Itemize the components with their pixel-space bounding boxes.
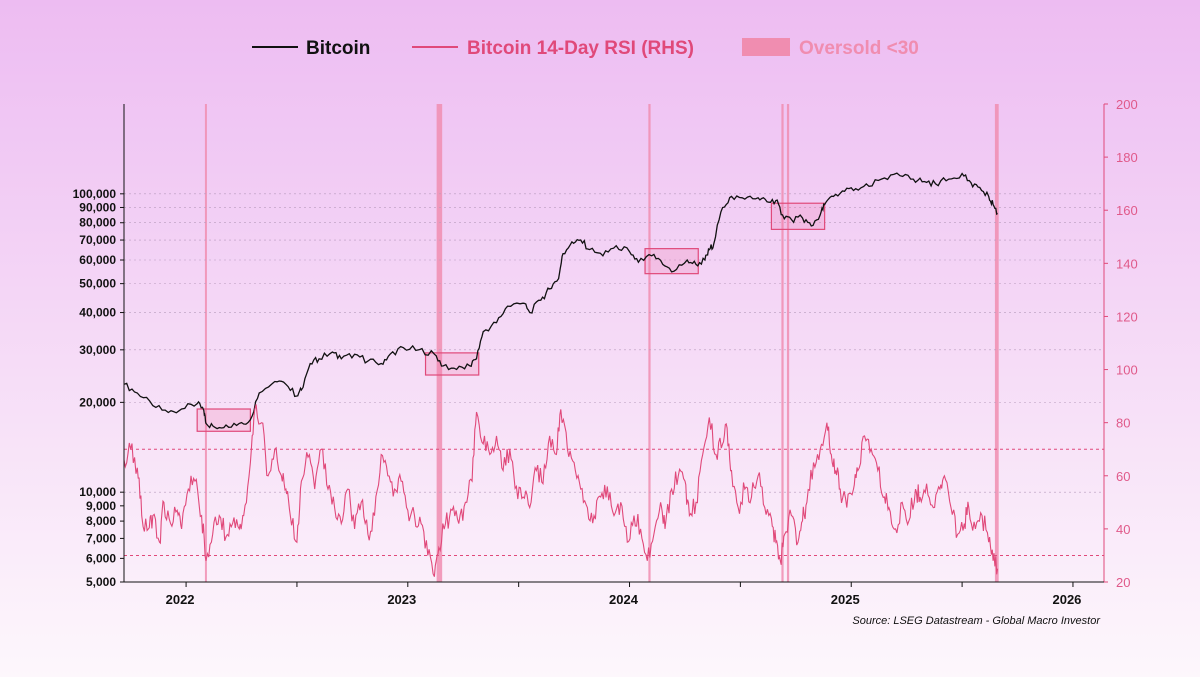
- legend-graphic: Bitcoin Bitcoin 14-Day RSI (RHS) Oversol…: [252, 38, 919, 59]
- left-tick-label: 5,000: [86, 575, 116, 589]
- legend-bitcoin-label: Bitcoin: [306, 38, 370, 59]
- left-tick-label: 6,000: [86, 551, 116, 565]
- oversold-band: [994, 104, 999, 582]
- right-tick-label: 140: [1116, 256, 1138, 271]
- left-tick-label: 9,000: [86, 499, 116, 513]
- left-tick-label: 80,000: [79, 216, 116, 230]
- oversold-bands: [204, 104, 999, 582]
- series-lines: [123, 172, 999, 577]
- left-tick-label: 10,000: [79, 485, 116, 499]
- right-tick-label: 200: [1116, 97, 1138, 112]
- legend-oversold-label: Oversold <30: [799, 38, 919, 59]
- right-tick-label: 120: [1116, 309, 1138, 324]
- right-tick-label: 180: [1116, 150, 1138, 165]
- x-tick-label: 2023: [387, 592, 416, 607]
- bitcoin-price-line: [123, 172, 998, 430]
- highlight-box: [424, 352, 480, 376]
- left-tick-label: 70,000: [79, 233, 116, 247]
- oversold-band: [204, 104, 207, 582]
- x-tick-label: 2025: [831, 592, 860, 607]
- oversold-band: [786, 104, 790, 582]
- x-tick-label: 2022: [166, 592, 195, 607]
- right-tick-label: 60: [1116, 469, 1130, 484]
- left-tick-label: 20,000: [79, 395, 116, 409]
- right-tick-label: 80: [1116, 416, 1130, 431]
- right-tick-label: 40: [1116, 522, 1130, 537]
- left-tick-label: 60,000: [79, 253, 116, 267]
- source-note: Source: LSEG Datastream - Global Macro I…: [852, 615, 1101, 627]
- gridlines: [124, 193, 1104, 556]
- oversold-band: [648, 104, 651, 582]
- x-tick-label: 2024: [609, 592, 639, 607]
- right-tick-label: 20: [1116, 575, 1130, 590]
- highlight-box: [644, 248, 699, 275]
- left-tick-label: 100,000: [73, 187, 117, 201]
- left-tick-label: 40,000: [79, 306, 116, 320]
- left-tick-label: 8,000: [86, 514, 116, 528]
- left-tick-label: 7,000: [86, 531, 116, 545]
- left-tick-label: 30,000: [79, 343, 116, 357]
- rsi-line: [123, 404, 999, 577]
- oversold-band: [436, 104, 443, 582]
- right-tick-label: 160: [1116, 203, 1138, 218]
- left-tick-label: 90,000: [79, 200, 116, 214]
- legend-rsi-label: Bitcoin 14-Day RSI (RHS): [467, 38, 694, 59]
- x-tick-label: 2026: [1052, 592, 1081, 607]
- left-tick-label: 50,000: [79, 277, 116, 291]
- legend-oversold-swatch: [742, 38, 790, 56]
- right-tick-label: 100: [1116, 363, 1138, 378]
- oversold-band: [781, 104, 784, 582]
- highlight-boxes: [196, 202, 826, 432]
